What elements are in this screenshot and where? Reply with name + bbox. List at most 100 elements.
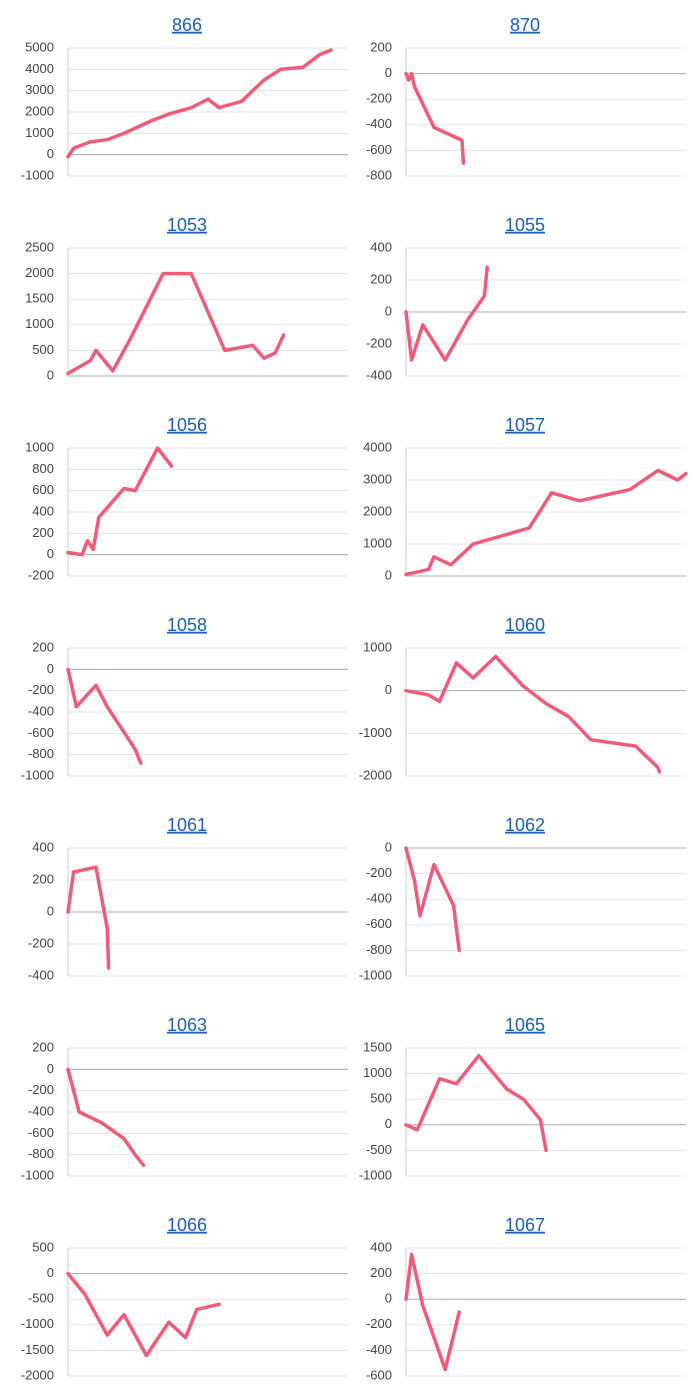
chart-title-link[interactable]: 1066 bbox=[167, 1215, 207, 1235]
y-tick-label: 500 bbox=[32, 1239, 54, 1254]
y-tick-label: -600 bbox=[366, 142, 392, 157]
chart-title-link[interactable]: 1057 bbox=[505, 415, 545, 435]
chart-title-link[interactable]: 1067 bbox=[505, 1215, 545, 1235]
y-tick-label: 4000 bbox=[25, 61, 54, 76]
y-tick-label: 2000 bbox=[25, 265, 54, 280]
y-tick-label: 5000 bbox=[25, 39, 54, 54]
data-line bbox=[404, 654, 662, 774]
chart-title-link[interactable]: 1062 bbox=[505, 815, 545, 835]
chart-title-link[interactable]: 1056 bbox=[167, 415, 207, 435]
data-line bbox=[66, 48, 333, 159]
y-tick-label: -1000 bbox=[21, 167, 54, 182]
y-tick-label: -800 bbox=[366, 167, 392, 182]
data-line bbox=[66, 1067, 146, 1168]
y-tick-label: 400 bbox=[370, 239, 392, 254]
y-tick-label: 0 bbox=[385, 567, 392, 582]
data-line bbox=[66, 667, 143, 765]
y-tick-label: -400 bbox=[366, 891, 392, 906]
y-tick-label: -1000 bbox=[21, 767, 54, 782]
y-tick-label: -500 bbox=[366, 1142, 392, 1157]
y-tick-label: -400 bbox=[366, 1342, 392, 1357]
chart-title-link[interactable]: 1060 bbox=[505, 615, 545, 635]
y-tick-label: -200 bbox=[28, 1082, 54, 1097]
y-tick-label: -200 bbox=[366, 865, 392, 880]
y-tick-label: -600 bbox=[28, 1125, 54, 1140]
y-tick-label: -400 bbox=[28, 703, 54, 718]
y-tick-label: -200 bbox=[366, 1316, 392, 1331]
y-tick-label: 3000 bbox=[25, 82, 54, 97]
y-tick-label: -200 bbox=[28, 682, 54, 697]
y-tick-label: -600 bbox=[366, 1367, 392, 1382]
y-tick-label: 0 bbox=[47, 146, 54, 161]
data-line bbox=[404, 1053, 548, 1153]
y-tick-label: 0 bbox=[385, 65, 392, 80]
y-tick-label: 0 bbox=[385, 303, 392, 318]
y-tick-label: 0 bbox=[385, 1291, 392, 1306]
y-tick-label: -800 bbox=[366, 942, 392, 957]
data-line bbox=[404, 846, 461, 953]
y-tick-label: 0 bbox=[47, 1265, 54, 1280]
chart-title-link[interactable]: 1065 bbox=[505, 1015, 545, 1035]
y-tick-label: 400 bbox=[370, 1239, 392, 1254]
chart-title-link[interactable]: 1063 bbox=[167, 1015, 207, 1035]
chart-title-link[interactable]: 870 bbox=[510, 15, 540, 35]
y-tick-label: -400 bbox=[366, 367, 392, 382]
y-tick-label: 3000 bbox=[363, 471, 392, 486]
y-tick-label: 1000 bbox=[363, 535, 392, 550]
y-tick-label: -400 bbox=[28, 1103, 54, 1118]
y-tick-label: -200 bbox=[28, 935, 54, 950]
y-tick-label: 0 bbox=[47, 546, 54, 561]
y-tick-label: 200 bbox=[32, 871, 54, 886]
y-tick-label: 2000 bbox=[25, 103, 54, 118]
y-tick-label: 400 bbox=[32, 503, 54, 518]
y-tick-label: -200 bbox=[366, 91, 392, 106]
y-tick-label: -2000 bbox=[21, 1367, 54, 1382]
y-tick-label: 500 bbox=[370, 1091, 392, 1106]
y-tick-label: 1500 bbox=[363, 1039, 392, 1054]
data-line bbox=[66, 271, 286, 376]
y-tick-label: -800 bbox=[28, 1146, 54, 1161]
chart-title-link[interactable]: 1061 bbox=[167, 815, 207, 835]
y-tick-label: 1000 bbox=[363, 1065, 392, 1080]
y-tick-label: -1000 bbox=[359, 1167, 392, 1182]
chart-title-link[interactable]: 1053 bbox=[167, 215, 207, 235]
y-tick-label: 0 bbox=[47, 367, 54, 382]
y-tick-label: 0 bbox=[47, 903, 54, 918]
y-tick-label: 1000 bbox=[25, 439, 54, 454]
chart-title-link[interactable]: 1055 bbox=[505, 215, 545, 235]
y-tick-label: 200 bbox=[370, 1265, 392, 1280]
y-tick-label: 200 bbox=[32, 1039, 54, 1054]
y-tick-label: 1000 bbox=[363, 639, 392, 654]
data-line bbox=[404, 1252, 461, 1372]
y-tick-label: 500 bbox=[32, 342, 54, 357]
y-tick-label: 1000 bbox=[25, 316, 54, 331]
y-tick-label: -1000 bbox=[21, 1167, 54, 1182]
y-tick-label: -200 bbox=[366, 335, 392, 350]
data-line bbox=[404, 71, 466, 165]
y-tick-label: 600 bbox=[32, 482, 54, 497]
y-tick-label: 200 bbox=[32, 525, 54, 540]
chart-title-link[interactable]: 866 bbox=[172, 15, 202, 35]
y-tick-label: 200 bbox=[32, 639, 54, 654]
chart-title-link[interactable]: 1058 bbox=[167, 615, 207, 635]
data-line bbox=[66, 865, 111, 970]
data-line bbox=[66, 1271, 221, 1358]
y-tick-label: -1000 bbox=[359, 725, 392, 740]
y-tick-label: -600 bbox=[28, 725, 54, 740]
y-tick-label: 200 bbox=[370, 271, 392, 286]
y-tick-label: 0 bbox=[47, 661, 54, 676]
y-tick-label: 2000 bbox=[363, 503, 392, 518]
y-tick-label: -1000 bbox=[359, 967, 392, 982]
y-tick-label: -600 bbox=[366, 916, 392, 931]
y-tick-label: 1000 bbox=[25, 125, 54, 140]
data-line bbox=[66, 446, 174, 557]
y-tick-label: 0 bbox=[385, 1116, 392, 1131]
y-tick-label: 4000 bbox=[363, 439, 392, 454]
y-tick-label: 0 bbox=[385, 839, 392, 854]
y-tick-label: 0 bbox=[385, 682, 392, 697]
y-tick-label: -500 bbox=[28, 1291, 54, 1306]
y-tick-label: -800 bbox=[28, 746, 54, 761]
y-tick-label: -400 bbox=[28, 967, 54, 982]
y-tick-label: -1500 bbox=[21, 1342, 54, 1357]
